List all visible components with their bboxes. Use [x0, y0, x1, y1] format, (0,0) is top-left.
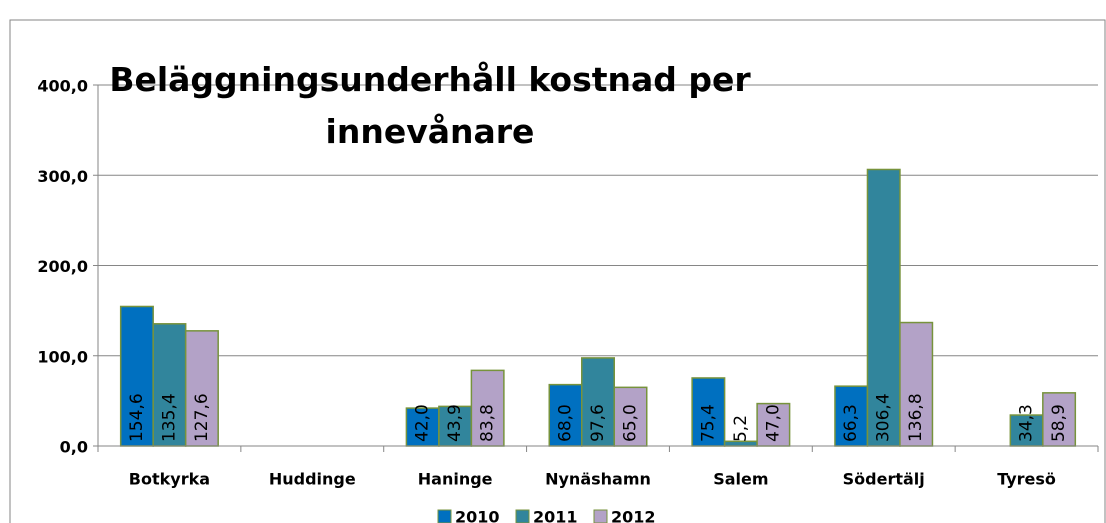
data-label: 42,0	[413, 404, 433, 442]
bar	[438, 405, 473, 447]
legend-label: 2010	[455, 508, 500, 523]
data-label: 135,4	[159, 393, 179, 442]
data-label: 68,0	[556, 404, 576, 442]
x-tick-label: Nynäshamn	[545, 470, 651, 489]
data-label: 306,4	[874, 393, 894, 442]
x-tick-label: Haninge	[418, 470, 493, 489]
y-tick-label: 300,0	[37, 167, 88, 186]
bar	[152, 323, 187, 447]
legend-label: 2011	[533, 508, 578, 523]
legend-swatch	[593, 509, 608, 523]
data-label: 47,0	[763, 404, 783, 442]
data-label: 34,3	[1017, 404, 1037, 442]
bar	[581, 357, 615, 447]
data-label: 97,6	[588, 404, 608, 442]
y-tick-label: 400,0	[37, 77, 88, 96]
data-label: 66,3	[841, 404, 861, 442]
data-label: 136,8	[906, 393, 926, 442]
chart-border	[9, 19, 1106, 523]
legend-swatch	[515, 509, 530, 523]
bar	[613, 386, 648, 447]
x-tick-label: Salem	[713, 470, 768, 489]
data-label: 58,9	[1049, 404, 1069, 442]
data-label: 154,6	[127, 393, 147, 442]
chart-title: Beläggningsunderhåll kostnad per innevån…	[109, 60, 751, 151]
bar	[470, 369, 505, 447]
bar	[184, 330, 219, 447]
data-label: 75,4	[698, 404, 718, 442]
y-tick-label: 100,0	[37, 347, 88, 366]
y-tick-label: 0,0	[60, 438, 88, 457]
x-tick-label: Tyresö	[997, 470, 1056, 489]
x-tick-label: Botkyrka	[129, 470, 210, 489]
bar	[899, 321, 934, 447]
legend-label: 2012	[611, 508, 656, 523]
x-tick-label: Södertälj	[843, 470, 925, 489]
data-label: 43,9	[445, 404, 465, 442]
x-tick-label: Huddinge	[269, 470, 356, 489]
bar	[866, 168, 901, 447]
data-label: 83,8	[478, 404, 498, 442]
data-label: 65,0	[621, 404, 641, 442]
data-label: 127,6	[192, 393, 212, 442]
legend-swatch	[437, 509, 452, 523]
data-label: 5,2	[731, 415, 751, 442]
y-tick-label: 200,0	[37, 257, 88, 276]
